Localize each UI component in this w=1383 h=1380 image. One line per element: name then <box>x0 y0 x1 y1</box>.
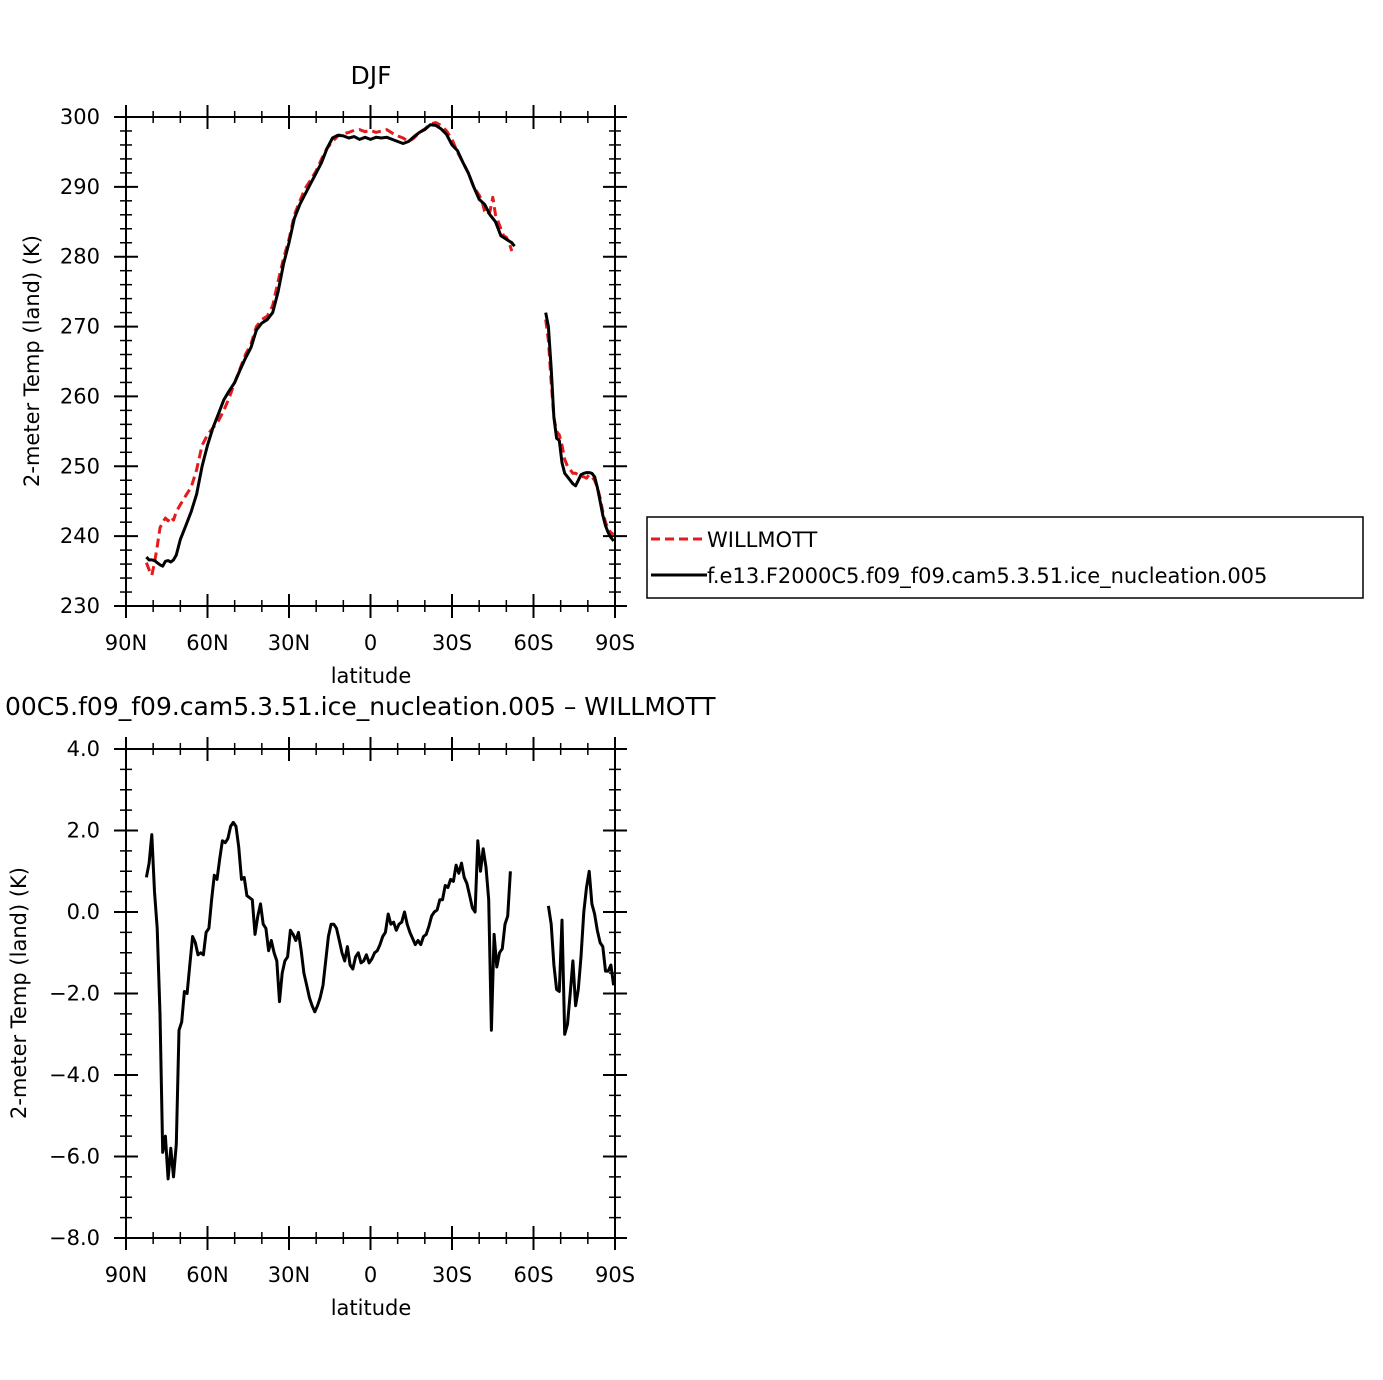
bottom-chart-title: 00C5.f09_f09.cam5.3.51.ice_nucleation.00… <box>5 692 716 721</box>
top-x-axis-title: latitude <box>331 664 412 688</box>
y-tick-label: −8.0 <box>49 1226 100 1250</box>
x-tick-label: 30S <box>432 631 472 655</box>
top-series-line-1 <box>145 123 516 568</box>
x-tick-label: 90N <box>105 631 147 655</box>
top-series-line-1 <box>544 312 615 542</box>
top-y-axis-title: 2-meter Temp (land) (K) <box>20 235 44 487</box>
x-tick-label: 60N <box>186 1263 228 1287</box>
bottom-series-line-0 <box>144 820 512 1181</box>
y-tick-label: −6.0 <box>49 1145 100 1169</box>
x-tick-label: 30N <box>268 631 310 655</box>
y-tick-label: 260 <box>60 384 100 408</box>
bottom-axis-ticks <box>114 737 627 1250</box>
y-tick-label: 300 <box>60 105 100 129</box>
legend-box <box>646 516 1364 599</box>
y-tick-label: 0.0 <box>67 900 100 924</box>
bottom-plot-frame <box>125 748 616 1239</box>
top-series-line-0 <box>145 121 514 577</box>
x-tick-label: 30S <box>432 1263 472 1287</box>
y-tick-label: −4.0 <box>49 1063 100 1087</box>
bottom-x-tick-labels: 90N 60N 30N 0 30S 60S 90S <box>105 1263 635 1287</box>
legend-label-model: f.e13.F2000C5.f09_f09.cam5.3.51.ice_nucl… <box>707 564 1267 589</box>
x-tick-label: 60S <box>513 1263 553 1287</box>
y-tick-label: 280 <box>60 245 100 269</box>
bottom-y-axis-title: 2-meter Temp (land) (K) <box>7 867 31 1119</box>
y-tick-label: 2.0 <box>67 819 100 843</box>
bottom-panel: 00C5.f09_f09.cam5.3.51.ice_nucleation.00… <box>5 692 716 1320</box>
top-plot-frame <box>125 116 616 607</box>
y-tick-label: 290 <box>60 175 100 199</box>
x-tick-label: 90N <box>105 1263 147 1287</box>
bottom-x-axis-title: latitude <box>331 1296 412 1320</box>
x-tick-label: 60N <box>186 631 228 655</box>
y-tick-label: 270 <box>60 315 100 339</box>
y-tick-label: 240 <box>60 524 100 548</box>
top-y-tick-labels: 230 240 250 260 270 280 290 300 <box>60 105 100 618</box>
legend: WILLMOTT f.e13.F2000C5.f09_f09.cam5.3.51… <box>646 516 1364 599</box>
y-tick-label: 250 <box>60 454 100 478</box>
x-tick-label: 30N <box>268 1263 310 1287</box>
y-tick-label: 230 <box>60 594 100 618</box>
y-tick-label: 4.0 <box>67 737 100 761</box>
y-tick-label: −2.0 <box>49 982 100 1006</box>
top-panel: DJF 230 240 250 260 270 280 290 300 90N 60N 30N 0 3… <box>20 61 635 688</box>
bottom-series-line-0 <box>546 869 616 1036</box>
top-x-tick-labels: 90N 60N 30N 0 30S 60S 90S <box>105 631 635 655</box>
x-tick-label: 90S <box>595 631 635 655</box>
bottom-series-lines <box>144 820 616 1181</box>
bottom-y-tick-labels: −8.0 −6.0 −4.0 −2.0 0.0 2.0 4.0 <box>49 737 100 1250</box>
top-series-lines <box>145 121 615 577</box>
x-tick-label: 60S <box>513 631 553 655</box>
x-tick-label: 0 <box>364 1263 377 1287</box>
x-tick-label: 90S <box>595 1263 635 1287</box>
legend-label-willmott: WILLMOTT <box>707 528 817 552</box>
x-tick-label: 0 <box>364 631 377 655</box>
top-chart-title: DJF <box>350 61 391 90</box>
